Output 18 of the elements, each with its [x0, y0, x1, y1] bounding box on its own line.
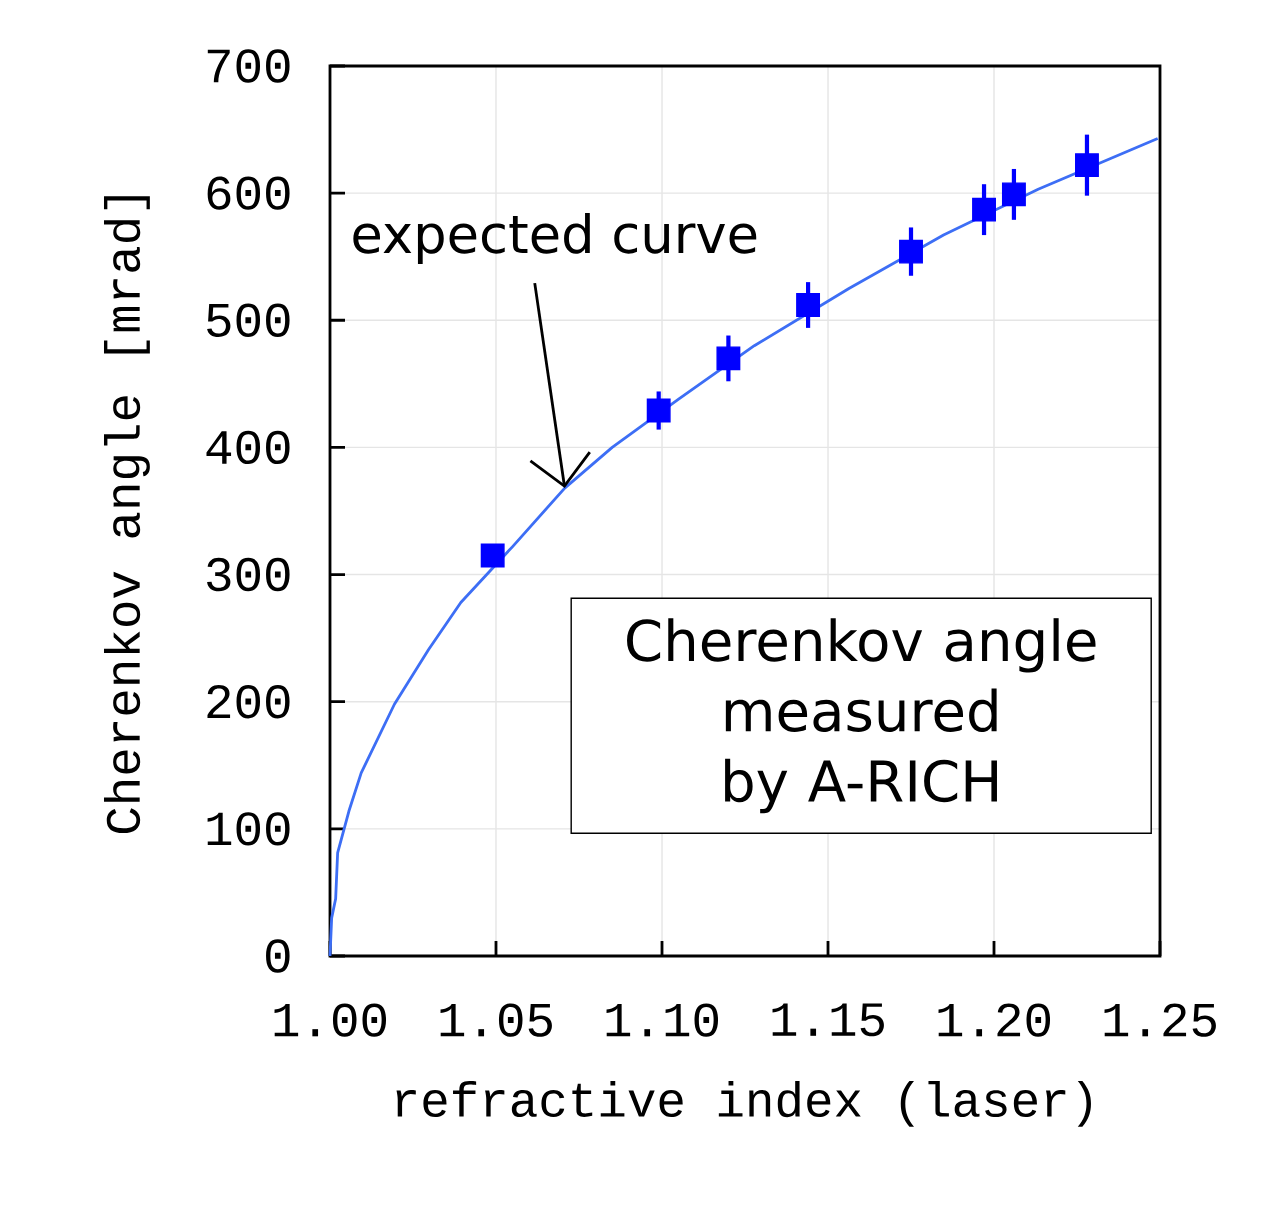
- y-tick-label: 200: [207, 685, 290, 719]
- y-axis-title: Cherenkov angle [mrad]: [103, 196, 150, 834]
- y-tick-label: 700: [207, 49, 290, 83]
- x-axis-title: refractive index (laser): [396, 1080, 1091, 1127]
- y-tick-label: 500: [207, 303, 290, 337]
- x-tick-label: 1.15: [772, 1003, 884, 1037]
- annotation: expected curve: [353, 212, 757, 264]
- x-tick-label: 1.00: [274, 1003, 387, 1037]
- y-tick-label: 400: [206, 430, 290, 465]
- y-tick-label: 0: [266, 939, 290, 973]
- y-tick-label: 100: [207, 812, 290, 846]
- y-tick-label: 300: [207, 557, 290, 592]
- y-tick-label: 600: [207, 176, 290, 210]
- x-tick-label: 1.25: [1104, 1003, 1216, 1037]
- x-tick-label: 1.05: [440, 1003, 552, 1037]
- annotation: Cherenkov angle measured by A-RICH: [627, 618, 1096, 814]
- x-tick-label: 1.10: [606, 1003, 719, 1037]
- x-tick-label: 1.20: [938, 1003, 1051, 1037]
